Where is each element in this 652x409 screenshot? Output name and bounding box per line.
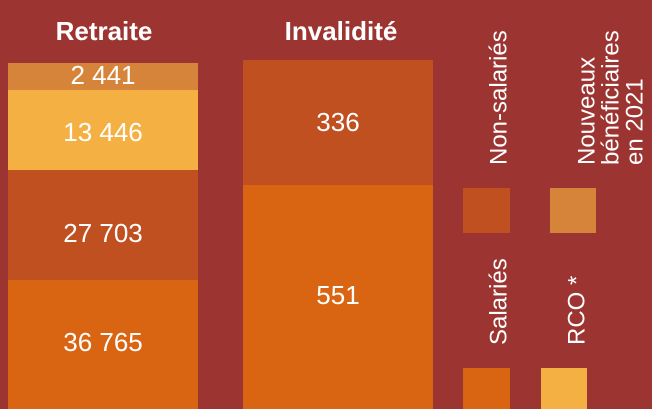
segment [243,185,433,409]
segment-label: 2 441 [70,60,135,90]
segment [8,90,198,170]
legend-label: Salariés [485,258,512,345]
column-title: Invalidité [285,16,398,46]
legend-swatch [550,188,596,233]
segment-label: 36 765 [63,327,143,357]
segment [243,60,433,185]
segment [8,63,198,90]
legend-label: RCO * [563,276,590,345]
segment-label: 27 703 [63,218,143,248]
legend-label: Nouveaux [573,57,600,165]
segment-label: 13 446 [63,117,143,147]
legend-label: Non-salariés [485,30,512,165]
segment [8,280,198,409]
legend-label: en 2021 [621,78,648,165]
legend-label: bénéficiaires [597,30,624,165]
segment-label: 551 [316,280,359,310]
column-title: Retraite [56,16,153,46]
legend-swatch [541,368,587,409]
segment-label: 336 [316,107,359,137]
legend-swatch [463,368,510,409]
segment [8,170,198,280]
legend-swatch [463,188,510,233]
